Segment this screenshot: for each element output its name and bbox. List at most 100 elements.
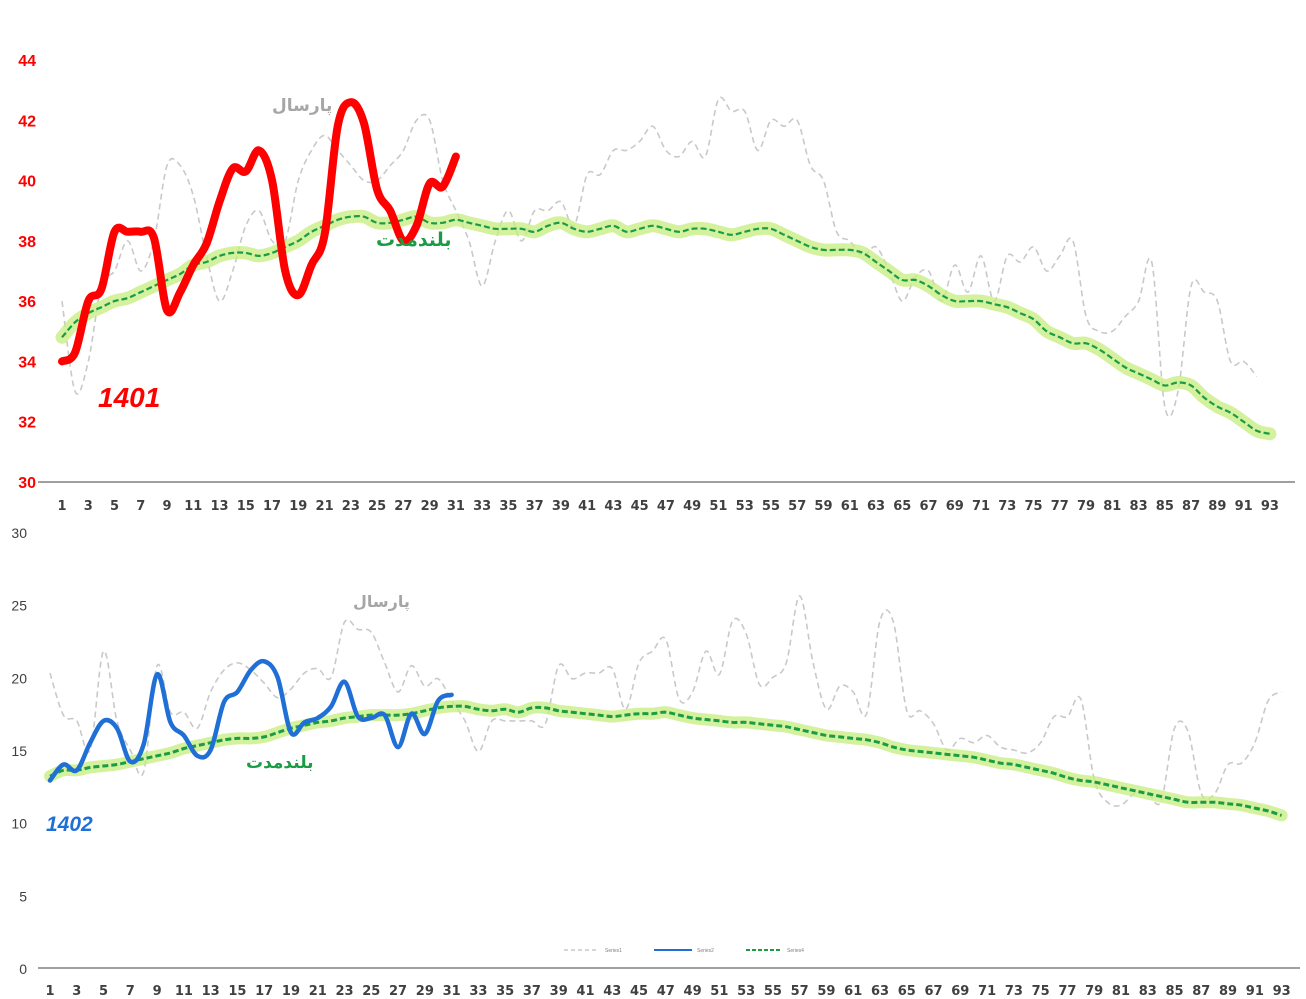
- top-long-term-series: [55, 209, 1277, 441]
- top-y-axis: 30 32 34 36 38 40 42 44: [18, 53, 36, 492]
- top-x-tick-label: 7: [136, 499, 145, 514]
- bottom-x-tick-label: 87: [1192, 984, 1210, 999]
- top-y-tick-label: 32: [18, 415, 36, 432]
- top-x-tick-label: 61: [841, 499, 859, 514]
- top-x-tick-label: 55: [762, 499, 780, 514]
- top-x-tick-label: 75: [1025, 499, 1043, 514]
- bottom-long-term-line: [49, 704, 1283, 817]
- bottom-x-tick-label: 7: [126, 984, 135, 999]
- bottom-x-tick-label: 81: [1112, 984, 1130, 999]
- bottom-x-axis: 1 3 5 7 9 11 13 15 17 19 21 23 25 27 29 31 33 35 37 39 41 43 4…: [45, 984, 1290, 999]
- top-x-tick-label: 19: [289, 499, 307, 514]
- bottom-x-tick-label: 53: [737, 984, 755, 999]
- top-x-tick-label: 1: [57, 499, 66, 514]
- bottom-x-tick-label: 17: [255, 984, 273, 999]
- bottom-y-tick-label: 0: [19, 961, 27, 977]
- legend-label-series4: Series4: [787, 948, 804, 954]
- bottom-y-tick-label: 20: [11, 670, 27, 686]
- top-year-label: 1401: [98, 382, 160, 413]
- top-x-tick-label: 85: [1156, 499, 1174, 514]
- bottom-x-tick-label: 25: [362, 984, 380, 999]
- bottom-x-tick-label: 77: [1058, 984, 1076, 999]
- bottom-x-tick-label: 49: [684, 984, 702, 999]
- bottom-x-tick-label: 41: [576, 984, 594, 999]
- bottom-x-tick-label: 35: [496, 984, 514, 999]
- top-x-tick-label: 83: [1130, 499, 1148, 514]
- top-x-tick-label: 23: [342, 499, 360, 514]
- bottom-long-term-series: [44, 700, 1288, 822]
- top-x-tick-label: 71: [972, 499, 990, 514]
- bottom-x-tick-label: 37: [523, 984, 541, 999]
- bottom-x-tick-label: 73: [1005, 984, 1023, 999]
- top-x-tick-label: 73: [998, 499, 1016, 514]
- top-y-tick-label: 34: [18, 354, 36, 371]
- top-x-axis: 1 3 5 7 9 11 13 15 17 19 21 23 25 27 29 31 33 35 37 39 41 43 4…: [57, 499, 1278, 514]
- top-current-year-series: [58, 98, 460, 366]
- bottom-long-term-annotation: بلندمدت: [246, 753, 314, 773]
- top-x-tick-label: 87: [1182, 499, 1200, 514]
- top-last-year-series: [61, 96, 1258, 418]
- top-x-tick-label: 9: [163, 499, 172, 514]
- bottom-current-year-series: [47, 658, 454, 783]
- bottom-x-tick-label: 55: [764, 984, 782, 999]
- bottom-x-tick-label: 85: [1165, 984, 1183, 999]
- top-x-tick-label: 45: [631, 499, 649, 514]
- bottom-x-tick-label: 1: [45, 984, 54, 999]
- bottom-x-tick-label: 47: [657, 984, 675, 999]
- bottom-long-term-glow: [44, 700, 1288, 822]
- bottom-x-tick-label: 75: [1032, 984, 1050, 999]
- top-y-tick-label: 36: [18, 294, 36, 311]
- bottom-x-tick-label: 29: [416, 984, 434, 999]
- top-x-tick-label: 33: [473, 499, 491, 514]
- top-x-tick-label: 21: [316, 499, 334, 514]
- top-last-year-line: [61, 96, 1258, 418]
- bottom-x-tick-label: 13: [202, 984, 220, 999]
- bottom-x-tick-label: 3: [72, 984, 81, 999]
- top-x-tick-label: 13: [211, 499, 229, 514]
- top-x-tick-label: 65: [893, 499, 911, 514]
- bottom-x-tick-label: 57: [791, 984, 809, 999]
- bottom-x-tick-label: 39: [550, 984, 568, 999]
- top-y-tick-label: 42: [18, 113, 36, 130]
- top-x-tick-label: 67: [919, 499, 937, 514]
- top-x-tick-label: 91: [1235, 499, 1253, 514]
- top-x-tick-label: 3: [84, 499, 93, 514]
- bottom-x-tick-label: 45: [630, 984, 648, 999]
- top-y-tick-label: 44: [18, 53, 36, 70]
- bottom-x-tick-label: 71: [978, 984, 996, 999]
- top-x-tick-label: 59: [814, 499, 832, 514]
- top-x-tick-label: 89: [1208, 499, 1226, 514]
- bottom-x-tick-label: 27: [389, 984, 407, 999]
- bottom-x-tick-label: 65: [898, 984, 916, 999]
- bottom-x-tick-label: 61: [844, 984, 862, 999]
- bottom-x-tick-label: 23: [335, 984, 353, 999]
- legend-label-series1: Series1: [605, 948, 622, 954]
- top-x-tick-label: 27: [394, 499, 412, 514]
- bottom-x-tick-label: 31: [443, 984, 461, 999]
- bottom-x-tick-label: 5: [99, 984, 108, 999]
- bottom-last-year-series: [49, 595, 1283, 807]
- bottom-x-tick-label: 89: [1219, 984, 1237, 999]
- top-last-year-annotation: پارسال: [272, 96, 332, 116]
- top-x-tick-label: 69: [946, 499, 964, 514]
- top-x-tick-label: 17: [263, 499, 281, 514]
- bottom-x-tick-label: 59: [817, 984, 835, 999]
- bottom-x-tick-label: 79: [1085, 984, 1103, 999]
- bottom-x-tick-label: 67: [925, 984, 943, 999]
- top-x-tick-label: 5: [110, 499, 119, 514]
- bottom-year-label: 1402: [46, 813, 93, 836]
- top-x-tick-label: 51: [709, 499, 727, 514]
- top-x-tick-label: 31: [447, 499, 465, 514]
- bottom-x-tick-label: 83: [1139, 984, 1157, 999]
- top-x-tick-label: 47: [657, 499, 675, 514]
- top-y-tick-label: 38: [18, 234, 36, 251]
- top-x-tick-label: 57: [788, 499, 806, 514]
- bottom-x-tick-label: 93: [1273, 984, 1291, 999]
- top-x-tick-label: 43: [604, 499, 622, 514]
- legend-label-series2: Series2: [697, 948, 714, 954]
- top-x-tick-label: 37: [526, 499, 544, 514]
- bottom-y-tick-label: 5: [19, 888, 27, 904]
